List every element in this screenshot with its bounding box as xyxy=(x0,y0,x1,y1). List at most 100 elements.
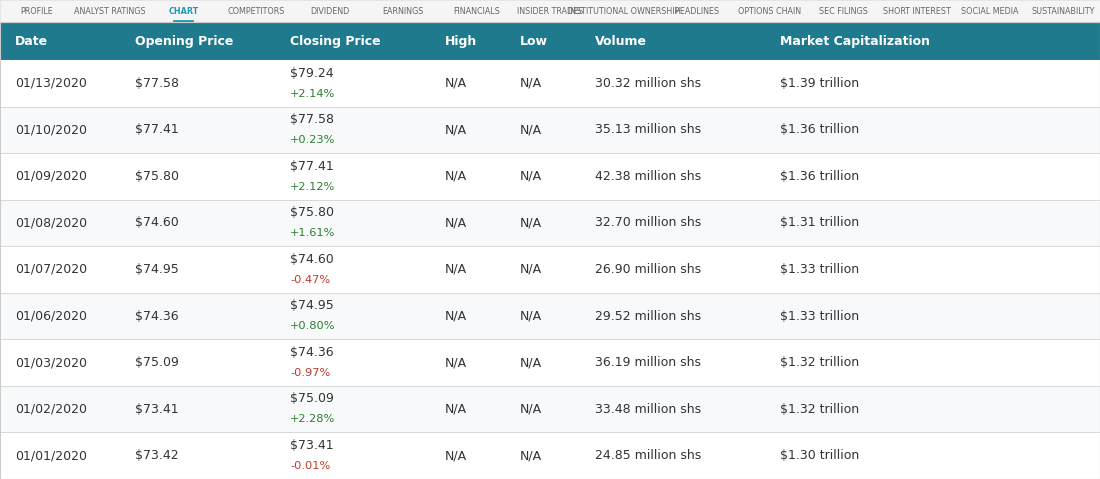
Text: N/A: N/A xyxy=(520,403,542,416)
Bar xyxy=(0,200,1100,246)
Text: EARNINGS: EARNINGS xyxy=(383,7,424,15)
Text: N/A: N/A xyxy=(520,449,542,462)
Text: $74.60: $74.60 xyxy=(290,253,333,266)
Text: $74.95: $74.95 xyxy=(135,263,178,276)
Text: 24.85 million shs: 24.85 million shs xyxy=(595,449,702,462)
Text: $79.24: $79.24 xyxy=(290,67,333,80)
Text: 01/06/2020: 01/06/2020 xyxy=(15,309,87,322)
Text: $1.39 trillion: $1.39 trillion xyxy=(780,77,859,90)
Text: $1.32 trillion: $1.32 trillion xyxy=(780,356,859,369)
Text: N/A: N/A xyxy=(446,309,468,322)
Bar xyxy=(0,153,1100,200)
Bar xyxy=(0,60,1100,106)
Text: $75.80: $75.80 xyxy=(135,170,179,183)
Text: 01/07/2020: 01/07/2020 xyxy=(15,263,87,276)
Text: $1.33 trillion: $1.33 trillion xyxy=(780,309,859,322)
Text: 01/01/2020: 01/01/2020 xyxy=(15,449,87,462)
Text: +2.14%: +2.14% xyxy=(290,89,336,99)
Text: $74.95: $74.95 xyxy=(290,299,333,312)
Text: INSIDER TRADES: INSIDER TRADES xyxy=(517,7,583,15)
Text: 01/08/2020: 01/08/2020 xyxy=(15,217,87,229)
Text: SEC FILINGS: SEC FILINGS xyxy=(818,7,868,15)
Text: 26.90 million shs: 26.90 million shs xyxy=(595,263,701,276)
Text: HEADLINES: HEADLINES xyxy=(674,7,719,15)
Text: $75.80: $75.80 xyxy=(290,206,334,219)
Text: SUSTAINABILITY: SUSTAINABILITY xyxy=(1032,7,1094,15)
Text: $1.36 trillion: $1.36 trillion xyxy=(780,170,859,183)
Bar xyxy=(0,293,1100,339)
Text: $73.41: $73.41 xyxy=(290,439,333,452)
Bar xyxy=(0,433,1100,479)
Text: +0.80%: +0.80% xyxy=(290,321,336,331)
Text: $1.32 trillion: $1.32 trillion xyxy=(780,403,859,416)
Text: $73.41: $73.41 xyxy=(135,403,178,416)
Text: N/A: N/A xyxy=(520,123,542,137)
Text: N/A: N/A xyxy=(446,403,468,416)
Text: +1.61%: +1.61% xyxy=(290,228,336,238)
Text: COMPETITORS: COMPETITORS xyxy=(228,7,285,15)
Text: -0.01%: -0.01% xyxy=(290,461,330,471)
Text: Low: Low xyxy=(520,34,548,47)
Text: $77.58: $77.58 xyxy=(135,77,179,90)
Text: N/A: N/A xyxy=(520,309,542,322)
Text: 42.38 million shs: 42.38 million shs xyxy=(595,170,701,183)
Text: $1.31 trillion: $1.31 trillion xyxy=(780,217,859,229)
Text: $74.36: $74.36 xyxy=(135,309,178,322)
Text: +2.12%: +2.12% xyxy=(290,182,336,192)
Text: CHART: CHART xyxy=(168,7,198,15)
Text: $1.33 trillion: $1.33 trillion xyxy=(780,263,859,276)
Text: N/A: N/A xyxy=(520,263,542,276)
Text: N/A: N/A xyxy=(446,170,468,183)
Text: $75.09: $75.09 xyxy=(290,392,334,405)
Text: FINANCIALS: FINANCIALS xyxy=(453,7,500,15)
Text: High: High xyxy=(446,34,477,47)
Text: $74.60: $74.60 xyxy=(135,217,178,229)
Text: 01/13/2020: 01/13/2020 xyxy=(15,77,87,90)
Text: N/A: N/A xyxy=(520,170,542,183)
Bar xyxy=(0,22,1100,60)
Text: N/A: N/A xyxy=(446,217,468,229)
Text: INSTITUTIONAL OWNERSHIP: INSTITUTIONAL OWNERSHIP xyxy=(568,7,679,15)
Text: 36.19 million shs: 36.19 million shs xyxy=(595,356,701,369)
Text: PROFILE: PROFILE xyxy=(20,7,53,15)
Text: SHORT INTEREST: SHORT INTEREST xyxy=(883,7,950,15)
Text: +2.28%: +2.28% xyxy=(290,414,336,424)
Text: $74.36: $74.36 xyxy=(290,346,333,359)
Text: 35.13 million shs: 35.13 million shs xyxy=(595,123,701,137)
Bar xyxy=(0,339,1100,386)
Text: 33.48 million shs: 33.48 million shs xyxy=(595,403,701,416)
Text: N/A: N/A xyxy=(446,77,468,90)
Text: 32.70 million shs: 32.70 million shs xyxy=(595,217,702,229)
Text: 01/10/2020: 01/10/2020 xyxy=(15,123,87,137)
Text: N/A: N/A xyxy=(446,356,468,369)
Text: $75.09: $75.09 xyxy=(135,356,179,369)
Bar xyxy=(0,0,1100,22)
Text: $77.41: $77.41 xyxy=(135,123,178,137)
Text: DIVIDEND: DIVIDEND xyxy=(310,7,350,15)
Text: SOCIAL MEDIA: SOCIAL MEDIA xyxy=(961,7,1019,15)
Text: N/A: N/A xyxy=(520,77,542,90)
Text: 30.32 million shs: 30.32 million shs xyxy=(595,77,701,90)
Text: +0.23%: +0.23% xyxy=(290,135,336,145)
Text: $77.58: $77.58 xyxy=(290,113,334,126)
Text: Market Capitalization: Market Capitalization xyxy=(780,34,930,47)
Text: ANALYST RATINGS: ANALYST RATINGS xyxy=(74,7,146,15)
Text: Closing Price: Closing Price xyxy=(290,34,381,47)
Bar xyxy=(0,246,1100,293)
Text: 29.52 million shs: 29.52 million shs xyxy=(595,309,701,322)
Text: $1.30 trillion: $1.30 trillion xyxy=(780,449,859,462)
Text: 01/03/2020: 01/03/2020 xyxy=(15,356,87,369)
Text: N/A: N/A xyxy=(446,449,468,462)
Text: Volume: Volume xyxy=(595,34,647,47)
Text: $1.36 trillion: $1.36 trillion xyxy=(780,123,859,137)
Text: -0.97%: -0.97% xyxy=(290,368,330,378)
Text: -0.47%: -0.47% xyxy=(290,275,330,285)
Text: OPTIONS CHAIN: OPTIONS CHAIN xyxy=(738,7,802,15)
Text: $73.42: $73.42 xyxy=(135,449,178,462)
Text: Opening Price: Opening Price xyxy=(135,34,233,47)
Text: N/A: N/A xyxy=(446,123,468,137)
Text: N/A: N/A xyxy=(446,263,468,276)
Bar xyxy=(0,386,1100,433)
Text: 01/09/2020: 01/09/2020 xyxy=(15,170,87,183)
Text: $77.41: $77.41 xyxy=(290,160,333,172)
